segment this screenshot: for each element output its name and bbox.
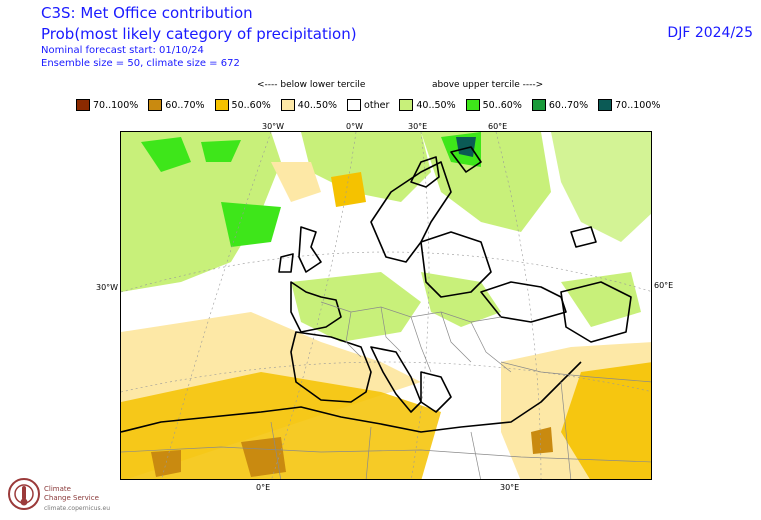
above-tercile-label: above upper tercile ----> xyxy=(432,80,544,90)
legend-label: 40..50% xyxy=(297,99,338,111)
legend-item: 40..50% xyxy=(399,99,456,111)
legend-item: 50..60% xyxy=(214,99,271,111)
legend-swatch xyxy=(214,99,229,111)
legend-label: 50..60% xyxy=(482,99,522,111)
chart-title: C3S: Met Office contribution xyxy=(41,4,253,22)
lon-label-top-60e: 60°E xyxy=(488,122,508,131)
forecast-start: Nominal forecast start: 01/10/24 xyxy=(41,45,204,56)
legend-swatch xyxy=(148,99,163,111)
legend-item: 70..100% xyxy=(598,99,660,111)
legend-swatch xyxy=(280,99,295,111)
season-label: DJF 2024/25 xyxy=(667,25,753,41)
logo-text: Climate Change Service xyxy=(44,485,99,502)
lon-label-top-30w: 30°W xyxy=(262,122,285,131)
country-borders xyxy=(121,301,651,479)
legend-swatch xyxy=(399,99,414,111)
legend-label: 40..50% xyxy=(416,99,456,111)
legend-swatch xyxy=(76,99,90,111)
ensemble-size: Ensemble size = 50, climate size = 672 xyxy=(41,58,240,69)
legend-swatch xyxy=(531,99,546,111)
probability-fields xyxy=(121,132,651,479)
lon-label-bottom-0e: 0°E xyxy=(256,483,271,492)
lon-label-top-30e: 30°E xyxy=(408,122,428,131)
legend-label: 70..100% xyxy=(615,99,661,111)
legend-item: 40..50% xyxy=(280,99,338,111)
lon-label-top-0w: 0°W xyxy=(346,122,363,131)
coastlines xyxy=(121,146,632,433)
lat-label-left: 30°W xyxy=(96,283,119,292)
legend-item: other xyxy=(347,99,389,111)
legend: 70..100% 60..70% 50..60% 40..50% other 40..50… xyxy=(76,99,670,111)
legend-swatch xyxy=(465,99,480,111)
legend-item: 50..60% xyxy=(465,99,522,111)
legend-label: other xyxy=(364,99,390,111)
legend-item: 60..70% xyxy=(531,99,589,111)
legend-item: 70..100% xyxy=(76,99,138,111)
legend-label: 60..70% xyxy=(548,99,589,111)
probability-map xyxy=(120,131,652,480)
below-tercile-label: <---- below lower tercile xyxy=(257,80,366,90)
legend-swatch xyxy=(598,99,613,111)
legend-swatch xyxy=(347,99,362,111)
lon-label-bottom-30e: 30°E xyxy=(500,483,520,492)
lat-label-right: 60°E xyxy=(654,281,674,290)
map-canvas xyxy=(121,132,651,479)
legend-label: 60..70% xyxy=(165,99,205,111)
graticule xyxy=(121,132,651,479)
legend-label: 70..100% xyxy=(93,99,139,111)
legend-label: 50..60% xyxy=(231,99,271,111)
copernicus-logo-icon xyxy=(6,474,42,518)
chart-subtitle: Prob(most likely category of precipitati… xyxy=(41,25,357,43)
legend-item: 60..70% xyxy=(148,99,205,111)
logo-url: climate.copernicus.eu xyxy=(44,505,111,512)
